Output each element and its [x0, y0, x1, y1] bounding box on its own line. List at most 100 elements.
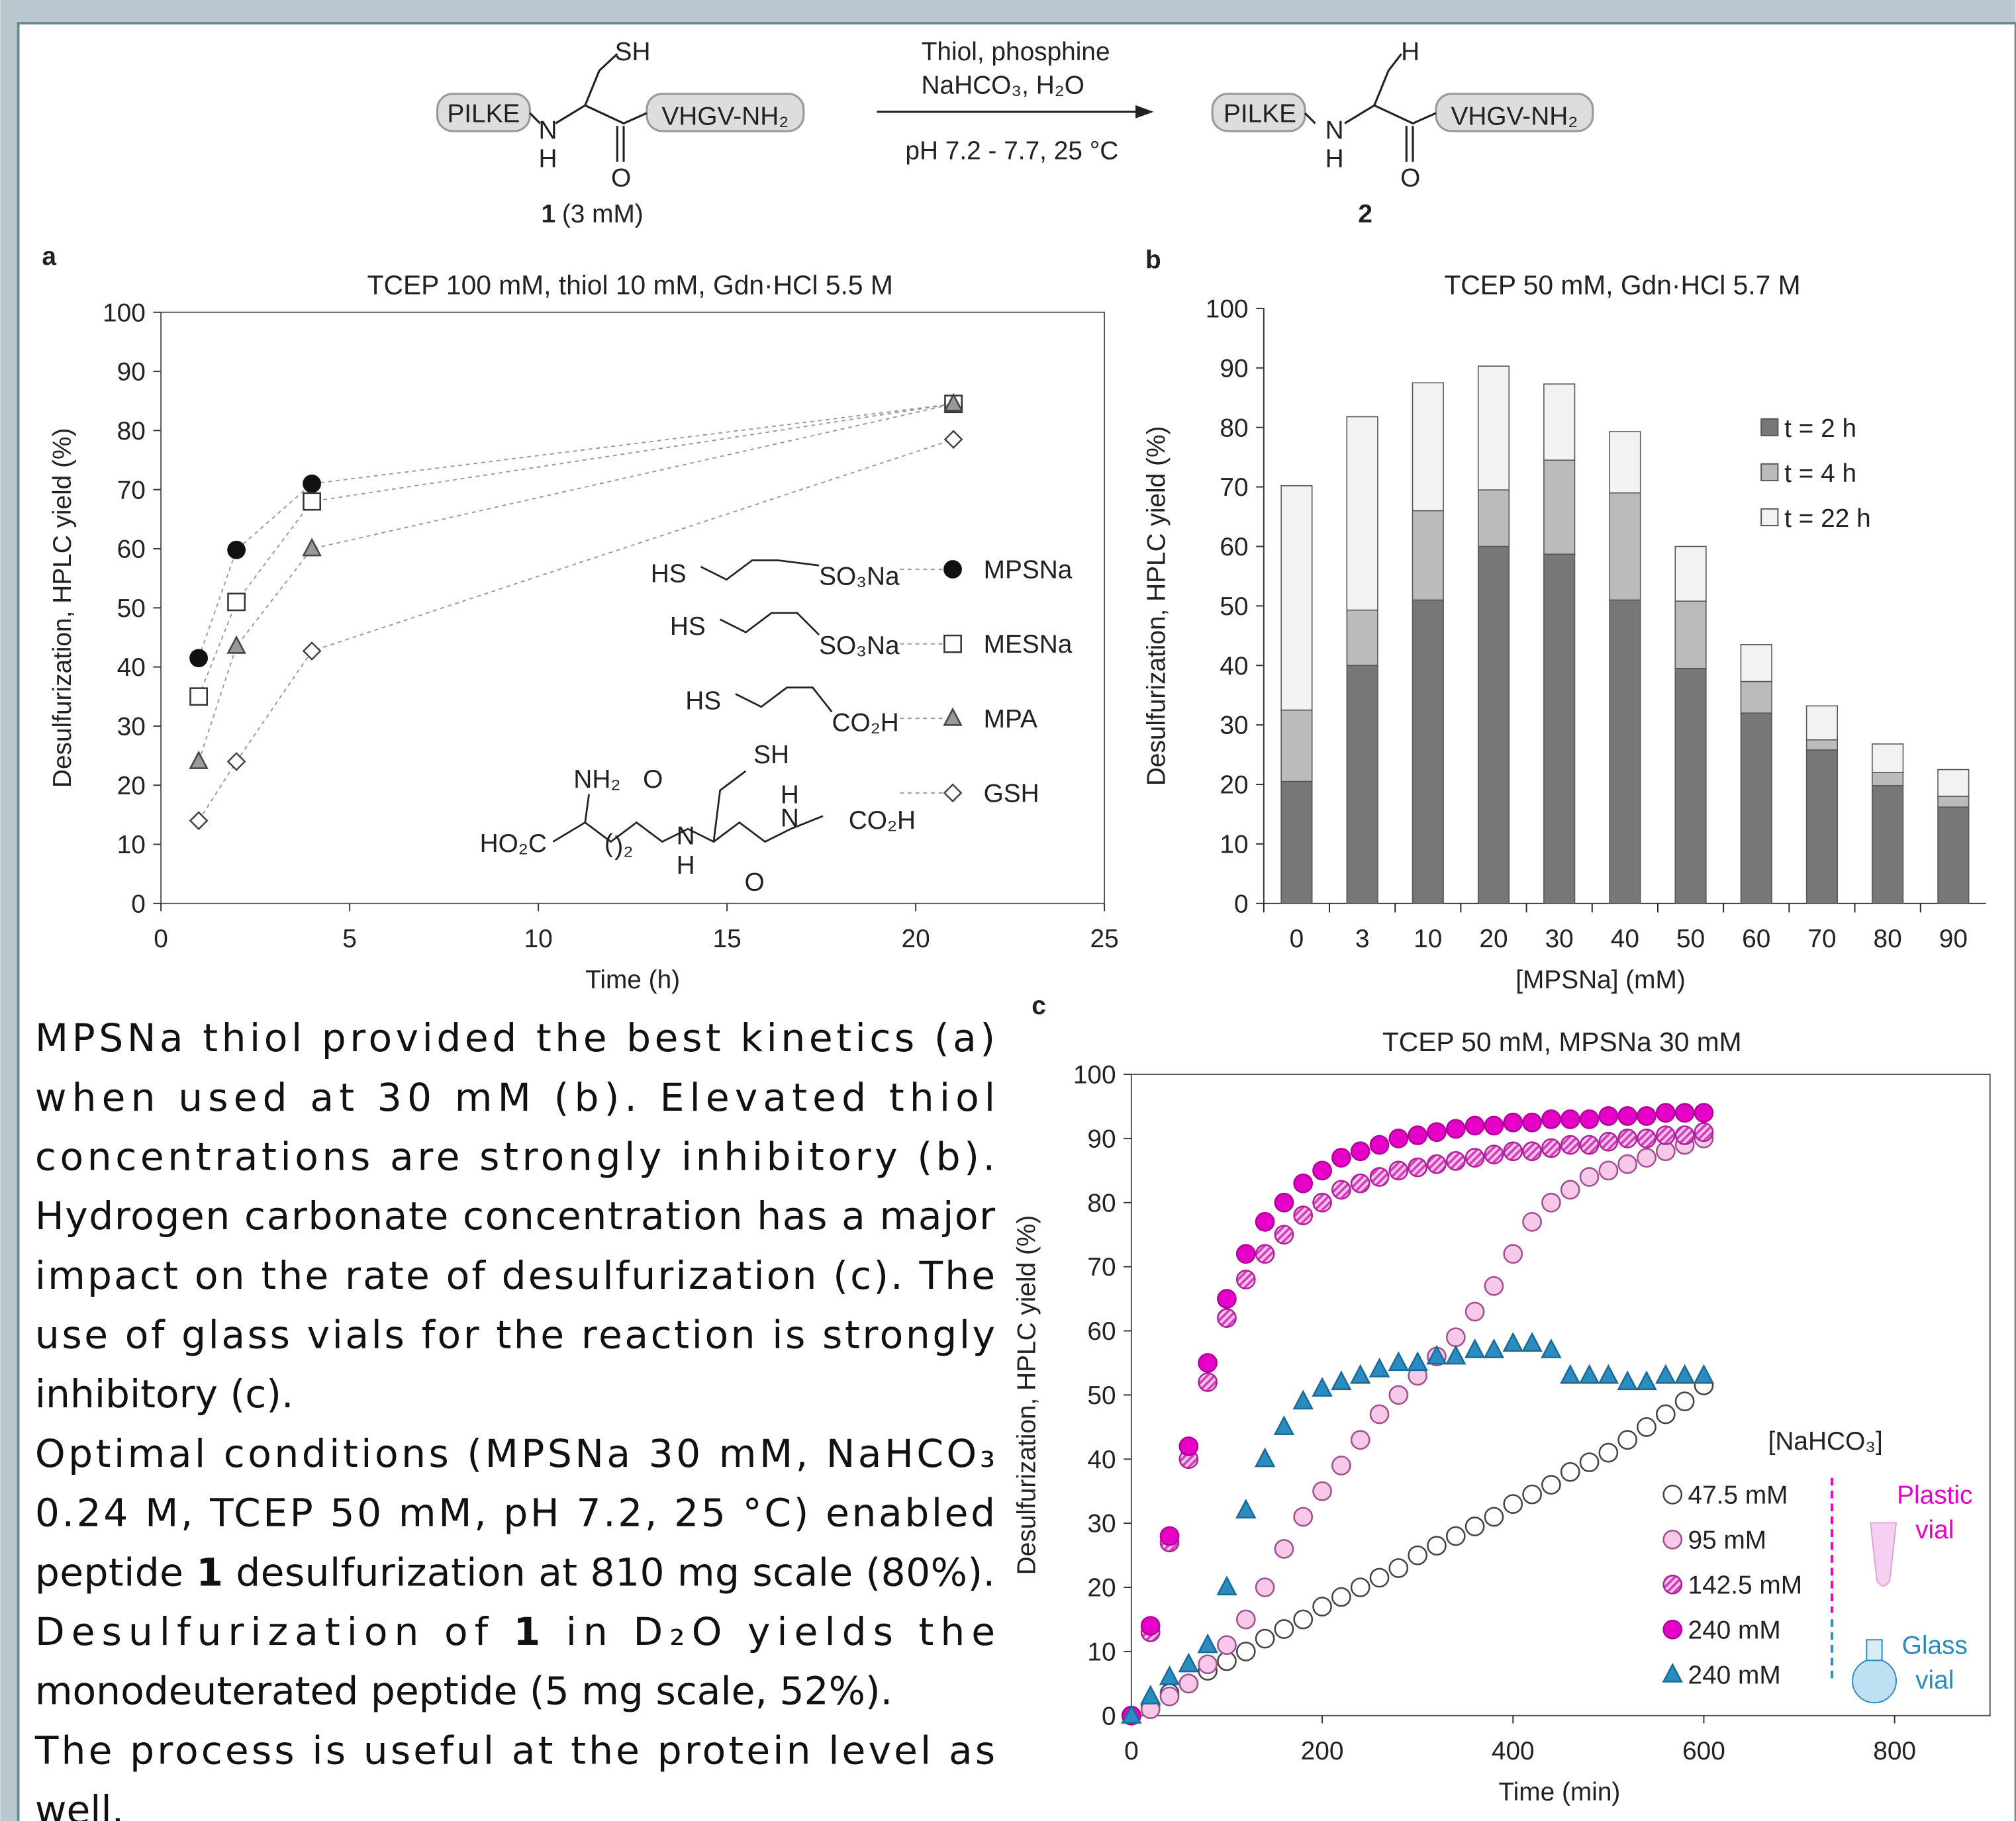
marker	[1159, 1526, 1180, 1546]
text-line: MPSNa thiol provided the best kinetics (…	[35, 1015, 995, 1060]
legend-marker	[943, 783, 963, 803]
text-run: concentrations are strongly inhibitory (…	[35, 1134, 995, 1179]
text-run: well.	[35, 1787, 124, 1821]
structure-atom: SH	[753, 741, 789, 769]
marker	[1178, 1652, 1200, 1673]
marker	[1408, 1545, 1428, 1565]
bar-segment	[1543, 553, 1576, 904]
marker	[227, 540, 246, 559]
marker	[1331, 1456, 1351, 1475]
marker	[1484, 1507, 1504, 1527]
text-line: Hydrogen carbonate concentration has a m…	[35, 1193, 995, 1238]
marker	[1312, 1597, 1332, 1616]
y-tick-label: 90	[1087, 1125, 1116, 1153]
marker	[1350, 1364, 1371, 1384]
x-tick-label: 25	[1090, 925, 1119, 953]
panel-label: c	[1032, 992, 1046, 1020]
marker	[1312, 1160, 1332, 1181]
marker	[1235, 1270, 1256, 1289]
legend-label: 142.5 mM	[1688, 1571, 1803, 1599]
y-tick-label: 100	[1206, 295, 1249, 324]
marker	[1617, 1430, 1638, 1450]
y-tick-label: 90	[117, 358, 146, 387]
marker	[302, 537, 322, 557]
marker	[1427, 1536, 1447, 1556]
marker	[1350, 1173, 1370, 1193]
legend-marker	[1662, 1619, 1683, 1640]
compound-number: 1	[542, 200, 556, 228]
marker	[1637, 1129, 1656, 1148]
structure-bond	[584, 794, 590, 823]
marker	[189, 687, 208, 706]
legend-marker	[1662, 1529, 1683, 1550]
structure-bond	[712, 770, 747, 842]
y-tick-label: 20	[1087, 1574, 1116, 1603]
panel	[17, 22, 2016, 1821]
marker	[1235, 1642, 1256, 1661]
x-tick-label: 40	[1611, 925, 1639, 953]
bar-segment	[1609, 599, 1641, 904]
x-tick-label: 30	[1545, 925, 1574, 953]
bar-segment	[1346, 416, 1378, 611]
annotation: vial	[1915, 1516, 1954, 1544]
y-axis-label: Desulfurization, HPLC yield (%)	[48, 428, 77, 788]
marker	[1235, 1499, 1257, 1518]
marker	[303, 474, 321, 493]
bar-segment	[1674, 545, 1707, 602]
marker	[1388, 1351, 1410, 1372]
y-tick-label: 70	[117, 476, 146, 504]
structure-atom: O	[745, 868, 765, 896]
marker	[1274, 1192, 1294, 1213]
legend-marker	[1760, 508, 1779, 527]
marker	[1350, 1430, 1370, 1450]
y-tick-label: 60	[1087, 1317, 1116, 1346]
legend-marker	[1662, 1663, 1683, 1683]
marker	[1617, 1129, 1638, 1148]
marker	[1178, 1673, 1199, 1694]
x-tick-label: 0	[1290, 925, 1304, 953]
text-line: monodeuterated peptide (5 mg scale, 52%)…	[35, 1669, 892, 1714]
marker	[1502, 1332, 1523, 1352]
marker	[1368, 1358, 1390, 1377]
y-tick-label: 10	[117, 831, 146, 859]
y-tick-label: 30	[1220, 712, 1248, 740]
marker	[1541, 1338, 1562, 1358]
marker	[1578, 1364, 1600, 1384]
condition: pH 7.2 - 7.7, 25 °C	[905, 137, 1118, 165]
text-run: 1	[514, 1609, 541, 1654]
atom: O	[1400, 164, 1420, 193]
text-run: impact on the rate of desulfurization (c…	[35, 1253, 995, 1298]
residue: PILKE	[1224, 99, 1296, 128]
x-tick-label: 800	[1873, 1737, 1916, 1765]
x-tick-label: 10	[1414, 925, 1442, 953]
text-line: when used at 30 mM (b). Elevated thiol	[35, 1075, 995, 1120]
y-tick-label: 10	[1220, 831, 1248, 859]
text-line: peptide 1 desulfurization at 810 mg scal…	[35, 1550, 995, 1595]
text-run: use of glass vials for the reaction is s…	[35, 1313, 995, 1358]
marker	[1598, 1106, 1619, 1126]
bar-segment	[1674, 667, 1707, 904]
marker	[1617, 1106, 1638, 1126]
marker	[1674, 1391, 1695, 1411]
atom: H	[1325, 144, 1344, 173]
legend-label: MPSNa	[984, 556, 1073, 584]
marker	[1274, 1225, 1294, 1245]
marker	[1350, 1141, 1370, 1162]
marker	[1655, 1404, 1676, 1424]
text-run: when used at 30 mM (b). Elevated thiol	[35, 1075, 995, 1120]
marker	[1407, 1351, 1428, 1372]
series-line	[198, 403, 954, 697]
legend-marker	[943, 634, 962, 653]
legend-label: t = 2 h	[1784, 414, 1856, 443]
marker	[1274, 1619, 1294, 1639]
marker	[1655, 1364, 1676, 1384]
y-tick-label: 20	[1220, 771, 1248, 800]
series-line	[198, 438, 954, 821]
structure-atom: CO₂H	[832, 709, 899, 737]
marker	[1503, 1112, 1523, 1133]
y-tick-label: 40	[1087, 1446, 1116, 1474]
marker	[1292, 1389, 1314, 1410]
y-tick-label: 50	[1087, 1381, 1116, 1410]
marker	[1408, 1157, 1428, 1178]
x-axis-label: Time (h)	[585, 966, 680, 994]
